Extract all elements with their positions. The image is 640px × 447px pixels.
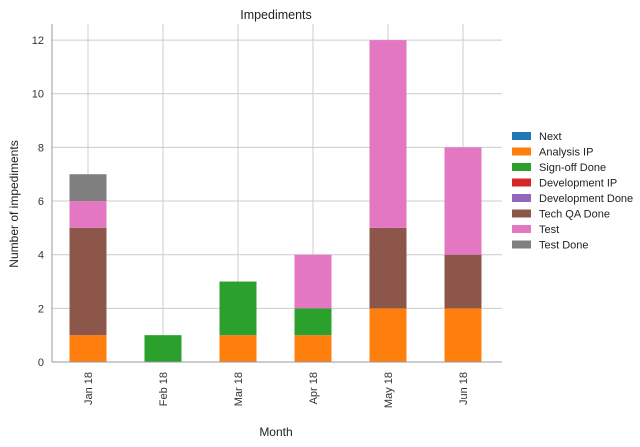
legend-label: Tech QA Done (539, 209, 610, 221)
x-tick-label: May 18 (383, 372, 395, 408)
x-tick-label: Jun 18 (458, 372, 470, 405)
bar-segment (294, 308, 332, 336)
x-tick-label: Feb 18 (158, 372, 170, 406)
bar-segment (144, 335, 182, 362)
bar-segment (294, 254, 332, 309)
legend-swatch (512, 163, 531, 171)
legend-label: Test (539, 224, 559, 236)
legend-swatch (512, 132, 531, 140)
legend-label: Analysis IP (539, 147, 593, 159)
y-axis-title: Number of impediments (7, 140, 21, 267)
tick-labels: 0 2 4 6 8 10 12 Jan 18 Feb 18 Mar 18 Apr 18 May 18 J… (32, 35, 470, 408)
legend-label: Development Done (539, 193, 633, 205)
legend-swatch (512, 178, 531, 187)
bars (69, 40, 482, 362)
x-tick-label: Jan 18 (83, 372, 95, 405)
legend-swatch (512, 147, 531, 156)
y-tick-label: 4 (38, 250, 44, 262)
legend-swatch (512, 240, 531, 249)
x-tick-label: Apr 18 (308, 372, 320, 404)
y-tick-label: 12 (32, 35, 44, 47)
bar-segment (69, 201, 107, 228)
bar-segment (69, 174, 107, 202)
legend-label: Next (539, 131, 562, 143)
y-tick-label: 2 (38, 303, 44, 315)
bar-segment (69, 335, 107, 362)
bar-segment (369, 227, 407, 309)
axes (51, 24, 502, 363)
y-tick-label: 6 (38, 196, 44, 208)
bar-segment (219, 281, 257, 336)
bar-segment (294, 335, 332, 362)
y-tick-label: 10 (32, 89, 44, 101)
x-tick-label: Mar 18 (233, 372, 245, 406)
y-tick-label: 0 (38, 357, 44, 369)
legend-label: Sign-off Done (539, 162, 606, 174)
bar-segment (444, 254, 482, 309)
legend-label: Development IP (539, 178, 617, 190)
bar-segment (444, 147, 482, 255)
chart-title: Impediments (240, 8, 312, 22)
grid (52, 24, 502, 363)
legend-swatch (512, 209, 531, 218)
bar-segment (369, 40, 407, 228)
x-axis-title: Month (259, 425, 292, 439)
bar-segment (219, 335, 257, 362)
bar-segment (444, 308, 482, 362)
bar-segment (69, 227, 107, 336)
legend-label: Test Done (539, 240, 589, 252)
bar-segment (369, 308, 407, 362)
legend-swatch (512, 194, 531, 202)
legend-swatch (512, 225, 531, 233)
legend: Next Analysis IP Sign-off Done Development … (512, 131, 633, 252)
y-tick-label: 8 (38, 142, 44, 154)
